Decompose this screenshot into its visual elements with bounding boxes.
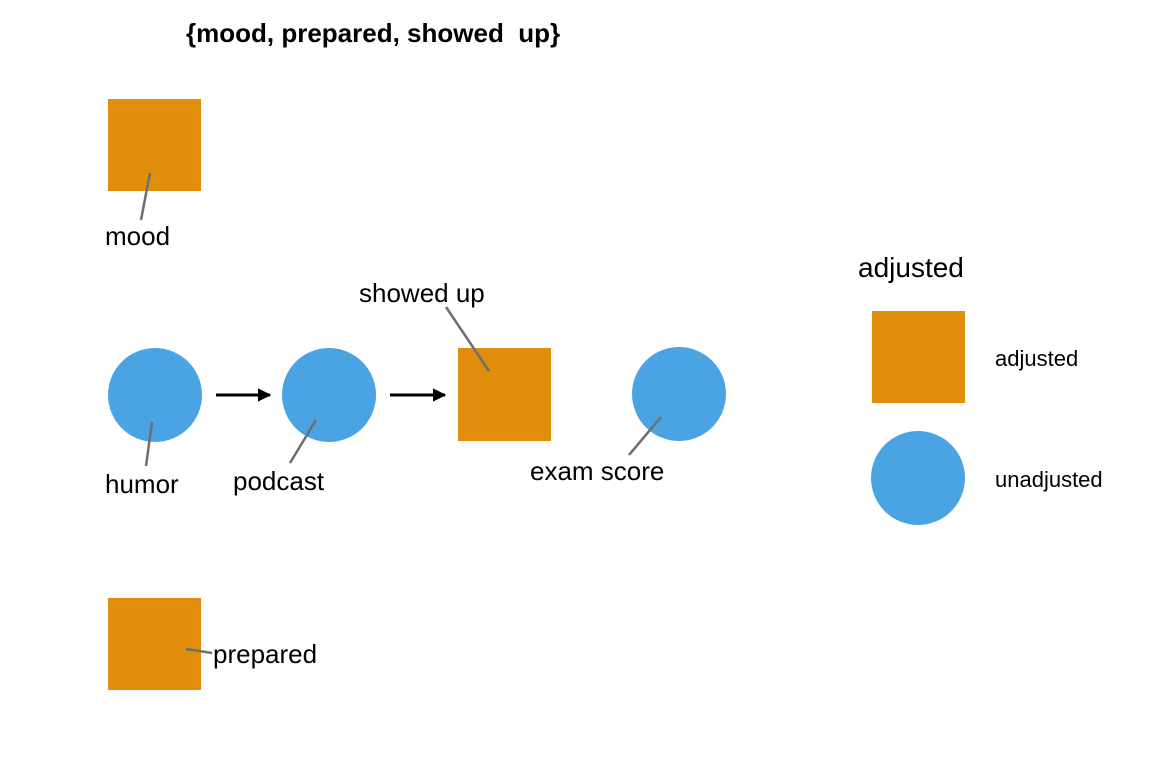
legend-title: adjusted: [858, 252, 964, 283]
leader-line-mood: [139, 172, 152, 221]
legend: adjusted adjusted unadjusted: [858, 252, 1103, 525]
legend-label-adjusted: adjusted: [995, 346, 1078, 371]
leader-line-exam-score: [628, 416, 662, 456]
node-label-podcast: podcast: [233, 466, 325, 496]
node-showed-up-square: [458, 348, 551, 441]
node-mood-square: [108, 99, 201, 191]
legend-key-unadjusted-circle: [871, 431, 965, 525]
leader-line-podcast: [288, 419, 318, 464]
node-label-showed-up: showed up: [359, 278, 485, 308]
legend-label-unadjusted: unadjusted: [995, 467, 1103, 492]
leader-line-humor: [144, 421, 154, 467]
figure-title: {mood, prepared, showed up}: [186, 18, 560, 48]
node-label-mood: mood: [105, 221, 170, 251]
leader-line-prepared: [185, 647, 213, 655]
node-podcast-circle: [282, 348, 376, 442]
node-label-exam-score: exam score: [530, 456, 664, 486]
node-exam-score-circle: [632, 347, 726, 441]
node-humor-circle: [108, 348, 202, 442]
node-prepared-square: [108, 598, 201, 690]
legend-key-adjusted-square: [872, 311, 965, 403]
leader-line-showed-up: [444, 306, 491, 372]
node-label-humor: humor: [105, 469, 179, 499]
node-label-prepared: prepared: [213, 639, 317, 669]
